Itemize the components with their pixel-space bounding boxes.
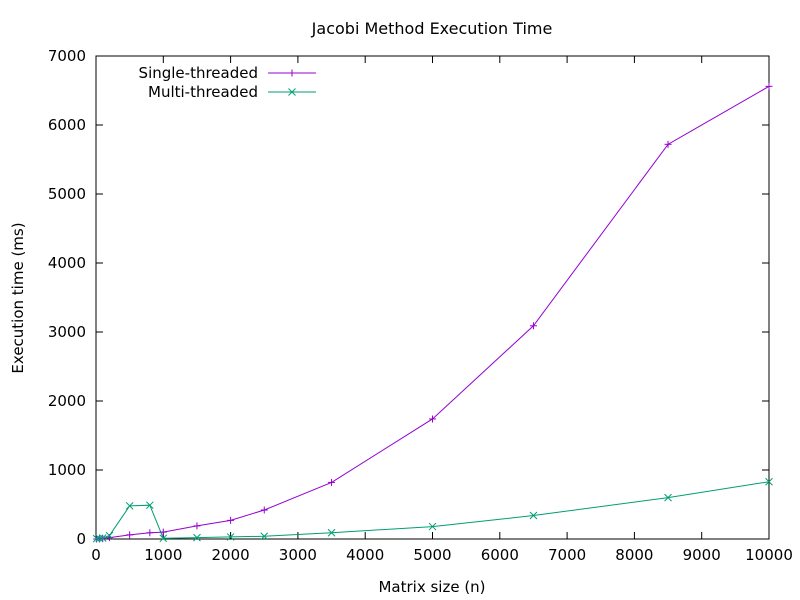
legend-label: Single-threaded <box>139 64 258 82</box>
y-tick-label: 7000 <box>48 47 86 65</box>
x-tick-label: 6000 <box>481 546 519 564</box>
data-point-multi-threaded <box>664 493 672 502</box>
data-point-multi-threaded <box>428 522 437 531</box>
series-line-single-threaded <box>96 85 770 540</box>
x-tick-label: 10000 <box>745 546 793 564</box>
data-point-multi-threaded <box>125 502 134 510</box>
data-point-multi-threaded <box>145 501 154 510</box>
y-tick-label: 0 <box>76 530 86 548</box>
data-point-single-threaded <box>260 506 268 514</box>
data-point-single-threaded <box>765 82 773 90</box>
x-tick-label: 5000 <box>413 546 451 564</box>
axis-tick-labels: 0 1000 2000 3000 4000 5000 6000 7000 8000 9000 100… <box>48 47 793 564</box>
y-tick-label: 2000 <box>48 392 86 410</box>
x-tick-label: 2000 <box>212 546 250 564</box>
data-point-single-threaded <box>664 140 672 148</box>
y-tick-label: 4000 <box>48 254 86 272</box>
x-tick-label: 8000 <box>615 546 653 564</box>
data-point-multi-threaded <box>260 532 269 541</box>
x-tick-label: 4000 <box>346 546 384 564</box>
axis-ticks <box>95 55 770 540</box>
chart-title: Jacobi Method Execution Time <box>311 19 553 38</box>
y-tick-label: 1000 <box>48 461 86 479</box>
data-point-single-threaded <box>227 516 235 524</box>
x-tick-label: 9000 <box>683 546 721 564</box>
data-point-single-threaded <box>529 322 537 330</box>
data-point-multi-threaded <box>529 511 538 520</box>
data-point-single-threaded <box>193 522 201 530</box>
plot-border <box>95 55 770 540</box>
series-line-multi-threaded <box>96 481 770 540</box>
data-point-multi-threaded <box>226 533 235 541</box>
y-tick-label: 5000 <box>48 185 86 203</box>
data-point-multi-threaded <box>98 534 107 542</box>
legend-label: Multi-threaded <box>148 83 258 101</box>
data-point-multi-threaded <box>193 533 201 542</box>
data-point-single-threaded <box>429 415 436 423</box>
data-point-multi-threaded <box>105 531 114 540</box>
data-point-multi-threaded <box>327 528 336 537</box>
x-tick-label: 1000 <box>144 546 182 564</box>
data-point-multi-threaded <box>159 534 168 543</box>
legend-entry-single-threaded: Single-threaded <box>139 64 316 82</box>
data-point-single-threaded <box>146 529 154 537</box>
series-markers <box>92 82 773 543</box>
x-tick-label: 0 <box>91 546 101 564</box>
legend-marker <box>288 69 296 77</box>
data-point-multi-threaded <box>765 477 773 486</box>
data-point-multi-threaded <box>95 534 104 543</box>
x-axis-title: Matrix size (n) <box>378 578 485 596</box>
y-axis-title: Execution time (ms) <box>9 222 27 373</box>
data-point-single-threaded <box>328 478 336 486</box>
legend-marker <box>288 88 296 96</box>
x-tick-label: 7000 <box>548 546 586 564</box>
y-tick-label: 6000 <box>48 116 86 134</box>
data-point-single-threaded <box>126 531 134 539</box>
x-tick-label: 3000 <box>279 546 317 564</box>
series-lines <box>96 85 770 540</box>
data-point-single-threaded <box>159 528 167 536</box>
y-tick-label: 3000 <box>48 323 86 341</box>
plot-frame <box>95 55 770 540</box>
legend-entry-multi-threaded: Multi-threaded <box>148 83 316 101</box>
